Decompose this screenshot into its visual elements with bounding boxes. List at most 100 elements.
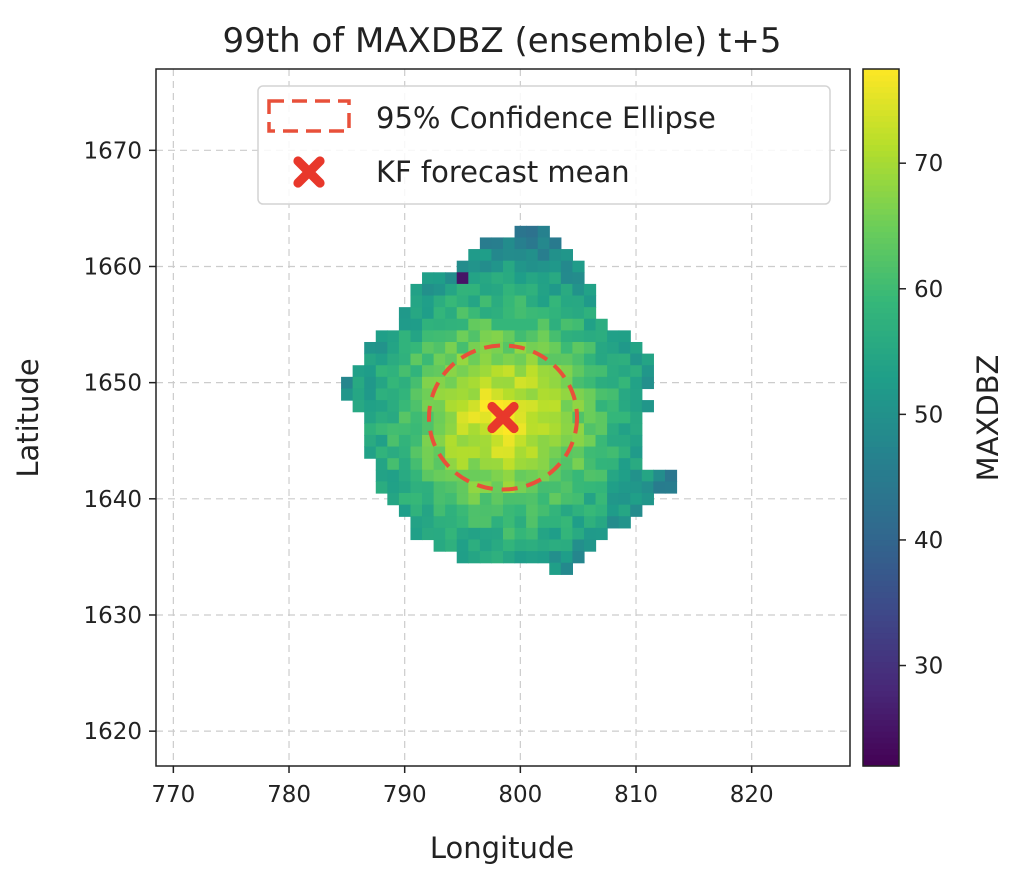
- colorbar-segment: [863, 98, 899, 105]
- heatmap-cell: [445, 400, 458, 413]
- heatmap-cell: [387, 446, 400, 459]
- heatmap-cell: [433, 446, 446, 459]
- heatmap-cell: [364, 376, 377, 390]
- colorbar-segment: [863, 463, 899, 471]
- heatmap-cell: [572, 493, 585, 506]
- heatmap-cell: [456, 388, 469, 401]
- y-tick-label: 1660: [83, 254, 142, 280]
- heatmap-cell: [410, 446, 423, 459]
- heatmap-cell: [526, 353, 539, 366]
- heatmap-cell: [595, 493, 608, 506]
- heatmap-cell: [456, 423, 469, 436]
- heatmap-cell: [433, 469, 446, 482]
- colorbar-segment: [863, 545, 899, 552]
- heatmap-cell: [560, 504, 573, 517]
- heatmap-cell: [375, 388, 388, 401]
- colorbar-segment: [863, 516, 899, 523]
- heatmap-cell: [583, 504, 597, 517]
- heatmap-cell: [468, 295, 481, 308]
- heatmap-cell: [468, 307, 481, 320]
- heatmap-cell: [468, 469, 481, 482]
- heatmap-cell: [630, 481, 643, 494]
- heatmap-cell: [537, 539, 550, 552]
- heatmap-cell: [537, 272, 550, 285]
- heatmap-cell: [491, 283, 504, 297]
- heatmap-cell: [479, 272, 493, 285]
- heatmap-cell: [387, 400, 400, 413]
- heatmap-cell: [595, 446, 608, 459]
- heatmap-cell: [445, 330, 458, 343]
- heatmap-cell: [433, 434, 446, 448]
- heatmap-cell: [572, 458, 585, 471]
- colorbar-segment: [863, 754, 899, 761]
- heatmap-cell: [433, 330, 446, 343]
- heatmap-cell: [607, 493, 620, 506]
- legend-mean-label: KF forecast mean: [376, 155, 630, 189]
- heatmap-cell: [422, 516, 435, 529]
- colorbar-label: MAXDBZ: [971, 355, 1005, 482]
- heatmap-cell: [364, 353, 377, 366]
- heatmap-cell: [491, 260, 504, 273]
- heatmap-cell: [607, 423, 620, 436]
- heatmap-cell: [352, 400, 365, 413]
- heatmap-cell: [514, 504, 527, 517]
- heatmap-cell: [572, 272, 585, 285]
- colorbar-segment: [863, 702, 899, 709]
- heatmap-cell: [583, 516, 597, 529]
- heatmap-cell: [583, 411, 597, 424]
- colorbar-segment: [863, 376, 899, 384]
- heatmap-cell: [526, 237, 539, 250]
- heatmap-cell: [352, 365, 365, 378]
- x-tick-label: 780: [267, 782, 311, 808]
- heatmap-cell: [618, 493, 631, 506]
- heatmap-cell: [537, 318, 550, 331]
- heatmap-cell: [491, 365, 504, 378]
- heatmap-cell: [387, 330, 400, 343]
- colorbar-segment: [863, 510, 899, 517]
- heatmap-cell: [422, 318, 435, 331]
- heatmap-cell: [514, 411, 527, 424]
- colorbar-tick-label: 70: [914, 151, 943, 177]
- heatmap-cell: [503, 539, 516, 552]
- heatmap-cell: [503, 330, 516, 343]
- colorbar-segment: [863, 254, 899, 262]
- heatmap-cell: [491, 295, 504, 308]
- heatmap-cell: [526, 376, 539, 390]
- heatmap-cell: [468, 260, 481, 273]
- heatmap-cell: [618, 400, 631, 413]
- heatmap-cell: [630, 469, 643, 482]
- heatmap-cell: [572, 446, 585, 459]
- colorbar-segment: [863, 498, 899, 506]
- heatmap-cell: [537, 260, 550, 273]
- heatmap-cell: [549, 295, 562, 308]
- colorbar-segment: [863, 405, 899, 413]
- heatmap-cell: [583, 423, 597, 436]
- heatmap-cell: [479, 365, 493, 378]
- y-axis-label: Latitude: [11, 358, 45, 477]
- heatmap-cell: [468, 504, 481, 517]
- plot-frame: [155, 68, 851, 767]
- heatmap-cell: [398, 376, 412, 390]
- colorbar-segment: [863, 556, 899, 564]
- colorbar-segment: [863, 220, 899, 227]
- heatmap-cell: [468, 446, 481, 459]
- heatmap-cell: [398, 353, 412, 366]
- heatmap-cell: [537, 411, 550, 424]
- heatmap-cell: [456, 481, 469, 494]
- heatmap-cell: [410, 516, 423, 529]
- colorbar-segment: [863, 318, 899, 326]
- colorbar-segment: [863, 522, 899, 529]
- heatmap-cell: [583, 318, 597, 331]
- heatmap-cell: [514, 307, 527, 320]
- heatmap-cell: [618, 423, 631, 436]
- heatmap-cell: [526, 446, 539, 459]
- colorbar-segment: [863, 312, 899, 320]
- heatmap-cell: [537, 551, 550, 564]
- heatmap-cell: [456, 260, 469, 273]
- heatmap-cell: [549, 318, 562, 331]
- colorbar-tick-label: 40: [914, 528, 943, 554]
- x-tick-label: 790: [383, 782, 427, 808]
- heatmap-cell: [445, 423, 458, 436]
- heatmap-cell: [456, 527, 469, 541]
- x-tick-label: 800: [498, 782, 542, 808]
